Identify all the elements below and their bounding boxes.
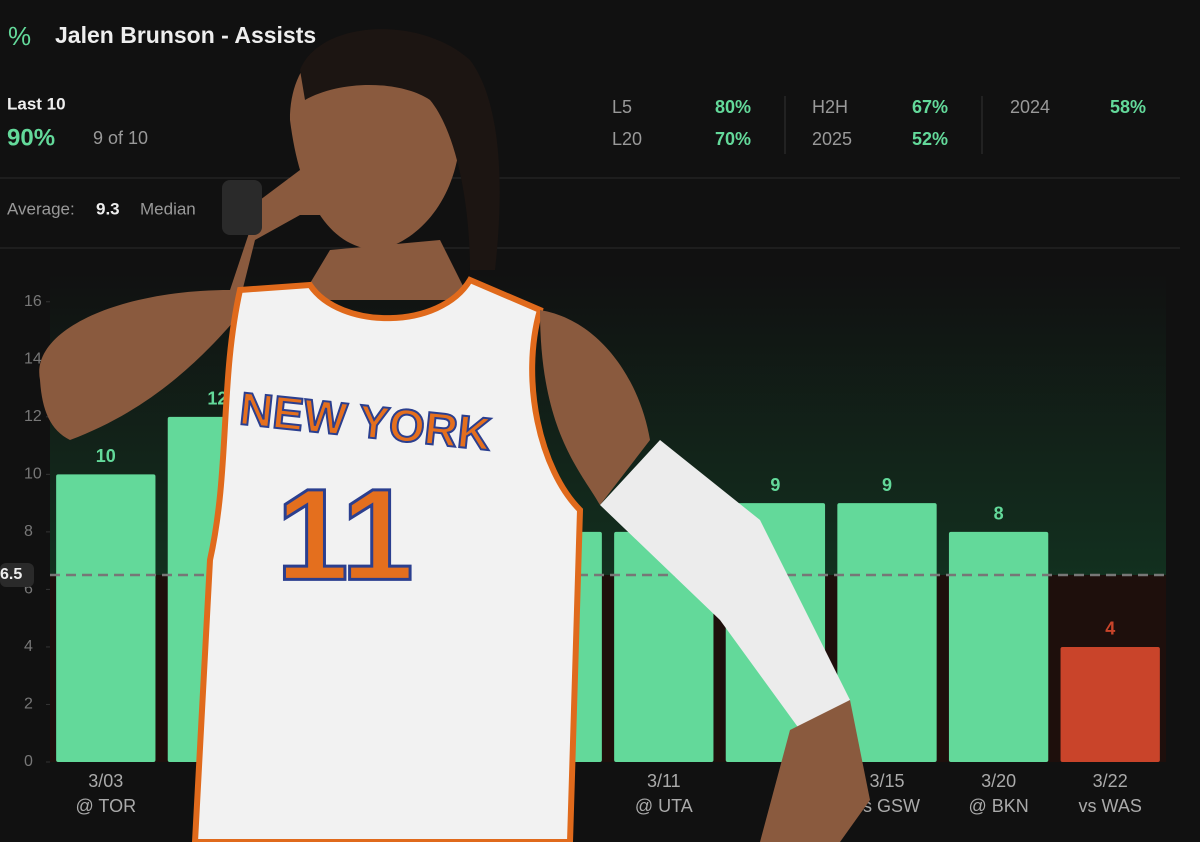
shoulder <box>540 310 650 505</box>
jersey-number: 11 <box>276 461 413 607</box>
jersey <box>191 276 584 842</box>
split-name: H2H <box>812 97 848 117</box>
y-tick-label: 16 <box>24 293 42 310</box>
value-label: 9 <box>882 475 892 495</box>
split-name: 2024 <box>1010 97 1050 117</box>
x-tick-sublabel: @ BKN <box>968 796 1028 816</box>
hand <box>760 700 870 842</box>
value-label: 10 <box>96 446 116 466</box>
x-tick-label: 3/20 <box>981 771 1016 791</box>
wristband <box>222 180 262 235</box>
bar <box>1060 646 1160 762</box>
y-tick-label: 2 <box>24 696 33 713</box>
y-tick-label: 6 <box>24 581 33 598</box>
x-tick-sublabel: vs WAS <box>1079 796 1142 816</box>
x-tick-label: 3/22 <box>1093 771 1128 791</box>
average: 9.3 <box>96 199 120 218</box>
threshold-label: 6.5 <box>0 566 22 583</box>
x-tick-label: 3/03 <box>88 771 123 791</box>
bar <box>837 503 937 762</box>
hit-rate: 90% <box>7 124 55 151</box>
threshold-badge <box>0 563 34 588</box>
split-value: 67% <box>912 97 948 117</box>
y-tick-label: 14 <box>24 351 42 368</box>
split-name: 2025 <box>812 129 852 149</box>
y-tick-label: 8 <box>24 523 33 540</box>
icon: % <box>8 21 31 51</box>
value-label: 12 <box>207 389 227 409</box>
neck <box>300 240 470 300</box>
arm <box>39 170 421 440</box>
x-tick-sublabel: @ TOR <box>75 796 136 816</box>
hit-count: 9 of 10 <box>93 128 148 148</box>
title: Jalen Brunson - Assists <box>55 22 316 48</box>
sleeve <box>600 440 850 730</box>
x-tick-sublabel: @ UTA <box>635 796 693 816</box>
summary-label: Last 10 <box>7 94 66 113</box>
split-value: 80% <box>715 97 751 117</box>
value-label: 4 <box>1105 619 1115 639</box>
x-tick-sublabel: vs GSW <box>854 796 920 816</box>
y-tick-label: 10 <box>24 466 42 483</box>
y-tick-label: 0 <box>24 753 33 770</box>
x-tick-label: 3/11 <box>647 771 681 791</box>
split-value: 52% <box>912 129 948 149</box>
value-label: 8 <box>994 504 1004 524</box>
x-tick-label: 3/15 <box>869 771 904 791</box>
split-name: L5 <box>612 97 632 117</box>
value-label: 9 <box>770 475 780 495</box>
y-tick-label: 4 <box>24 638 33 655</box>
split-name: L20 <box>612 129 642 149</box>
player-photo: NEW YORK 11 <box>39 29 870 842</box>
split-value: 58% <box>1110 97 1146 117</box>
y-tick-label: 12 <box>24 408 42 425</box>
bar <box>948 531 1049 762</box>
split-value: 70% <box>715 129 751 149</box>
average-label: Average: <box>7 199 75 218</box>
bar <box>56 474 156 762</box>
hair <box>300 29 500 271</box>
median-label: Median <box>140 199 196 218</box>
